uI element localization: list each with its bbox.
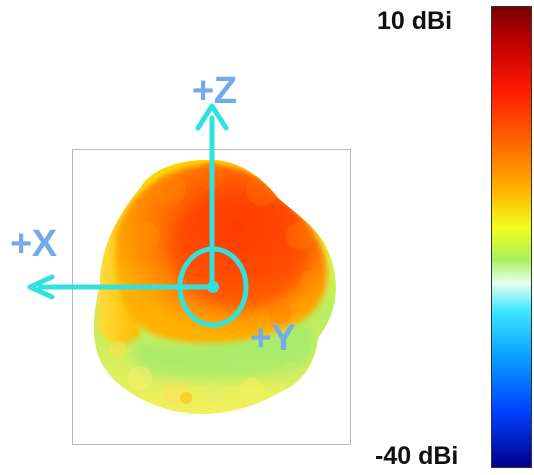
z-axis-label: +Z [192, 70, 237, 112]
colorbar [491, 6, 532, 468]
z-axis-arrowhead [195, 103, 229, 131]
x-axis-arrowhead [27, 274, 55, 300]
y-axis-label: +Y [250, 317, 296, 358]
pattern-green-band [130, 320, 315, 380]
y-axis-origin-dot [207, 281, 219, 293]
pattern-lower-texture [109, 340, 310, 406]
coordinate-axes [27, 103, 249, 328]
y-axis-ring-icon [177, 246, 249, 328]
colorbar-min-label: -40 dBi [375, 442, 459, 470]
colorbar-max-label: 10 dBi [377, 7, 453, 35]
pattern-core [170, 192, 310, 308]
x-axis-label: +X [10, 223, 57, 265]
